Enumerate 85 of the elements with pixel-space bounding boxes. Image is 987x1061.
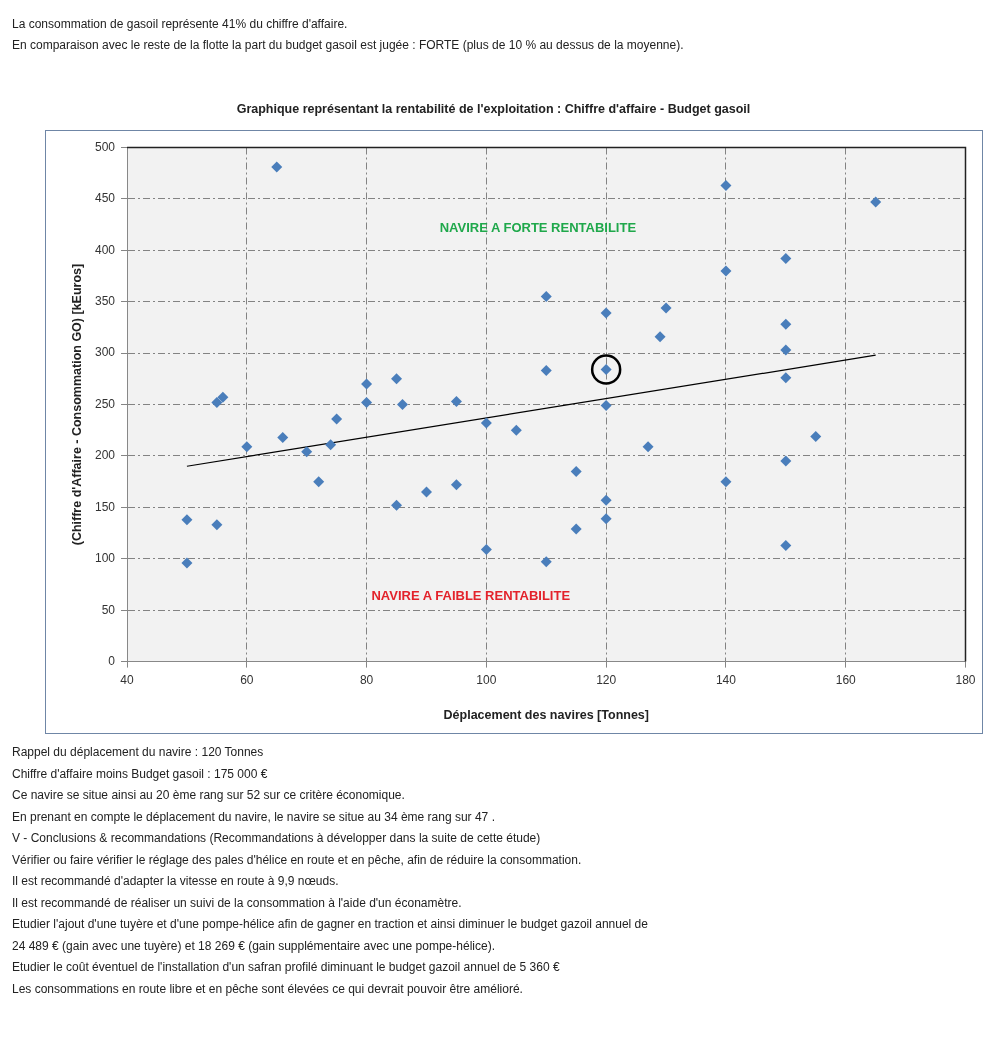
point xyxy=(780,455,792,467)
y-tick-label: 0 xyxy=(108,653,116,668)
point xyxy=(540,556,552,568)
point xyxy=(570,523,582,535)
y-tick-label: 150 xyxy=(94,499,116,514)
y-tick-label: 450 xyxy=(94,191,116,206)
x-tick-label: 40 xyxy=(120,673,135,688)
point xyxy=(654,331,666,343)
y-tick-label: 100 xyxy=(94,551,116,566)
point xyxy=(211,519,223,531)
point xyxy=(810,430,822,442)
point xyxy=(181,514,193,526)
point xyxy=(181,557,193,569)
point xyxy=(391,373,403,385)
point xyxy=(450,395,462,407)
point xyxy=(313,476,325,488)
chart-title: Graphique représentant la rentabilité de l'exploitation : Chiffre d'affaire - Budget gasoil xyxy=(235,102,752,116)
text: Ce navire se situe ainsi au 20 ème rang sur 52 sur ce critère économique. xyxy=(12,787,406,804)
point xyxy=(600,513,612,525)
point xyxy=(600,307,612,319)
y-tick-label: 400 xyxy=(94,242,116,257)
point xyxy=(720,180,732,192)
x-tick-label: 180 xyxy=(955,673,976,688)
point xyxy=(271,161,283,173)
x-tick-label: 120 xyxy=(596,673,617,688)
point xyxy=(870,196,882,208)
text: Les consommations en route libre et en pêche sont élevées ce qui devrait pouvoir être amélioré. xyxy=(12,980,524,998)
point xyxy=(480,417,492,429)
point xyxy=(211,396,223,408)
point xyxy=(331,413,343,425)
point xyxy=(780,372,792,384)
y-tick-label: 500 xyxy=(94,139,116,154)
x-tick-label: 80 xyxy=(359,673,374,688)
x-axis-title: Déplacement des navires [Tonnes] xyxy=(443,707,649,722)
point xyxy=(780,253,792,265)
x-tick-label: 100 xyxy=(476,673,497,688)
text: Vérifier ou faire vérifier le réglage des pales d'hélice en route et en pêche, afin de réduire la consommation. xyxy=(12,851,583,869)
text: 24 489 € (gain avec une tuyère) et 18 269 € (gain supplémentaire avec une pompe-hélice). xyxy=(12,937,496,955)
point xyxy=(397,399,409,411)
point xyxy=(642,441,654,453)
point xyxy=(780,318,792,330)
point xyxy=(301,446,313,458)
text: Il est recommandé d'adapter la vitesse en route à 9,9 nœuds. xyxy=(12,873,340,890)
x-tick-label: 60 xyxy=(240,673,254,688)
annotation: NAVIRE A FAIBLE RENTABILITE xyxy=(371,587,571,603)
text: Etudier le coût éventuel de l'installation d'un safran profilé diminuant le budget gazoil annuel de 5 360 € xyxy=(12,959,561,976)
point xyxy=(570,465,582,477)
text: Rappel du déplacement du navire : 120 Tonnes xyxy=(12,744,265,761)
text: Etudier l'ajout d'une tuyère et d'une pompe-hélice afin de gagner en traction et ainsi diminuer le budget gazoil annuel de xyxy=(12,916,649,933)
x-tick-label: 140 xyxy=(715,673,737,688)
point xyxy=(720,476,732,488)
text: La consommation de gasoil représente 41% du chiffre d'affaire. xyxy=(12,16,349,33)
point xyxy=(540,291,552,303)
y-tick-label: 200 xyxy=(94,448,116,463)
point xyxy=(325,439,337,451)
annotation: NAVIRE A FORTE RENTABILITE xyxy=(439,219,637,235)
text: Il est recommandé de réaliser un suivi de la consommation à l'aide d'un éconamètre. xyxy=(12,894,463,912)
y-axis-title: (Chiffre d'Affaire - Consommation GO) [kEuros] xyxy=(69,263,84,546)
point xyxy=(420,486,432,498)
text: V - Conclusions & recommandations (Recommandations à développer dans la suite de cette étude) xyxy=(12,830,542,847)
point xyxy=(391,499,403,511)
text: Chiffre d'affaire moins Budget gasoil : 175 000 € xyxy=(12,765,269,783)
point xyxy=(217,391,229,403)
text: En comparaison avec le reste de la flotte la part du budget gasoil est jugée : FORTE (plus de 10 % au dessus de la moyenne). xyxy=(12,37,685,54)
point xyxy=(510,424,522,436)
y-tick-label: 350 xyxy=(94,294,116,309)
y-tick-label: 50 xyxy=(101,602,116,617)
point xyxy=(540,365,552,377)
point xyxy=(590,354,622,385)
point xyxy=(361,396,373,408)
point xyxy=(277,431,289,443)
x-tick-label: 160 xyxy=(835,673,857,688)
point xyxy=(361,378,373,390)
point xyxy=(480,544,492,556)
point xyxy=(780,539,792,551)
point xyxy=(600,400,612,412)
y-tick-label: 300 xyxy=(94,345,116,360)
point xyxy=(600,494,612,506)
point xyxy=(241,441,253,453)
text: En prenant en compte le déplacement du navire, le navire se situe au 34 ème rang sur 47 . xyxy=(12,808,496,826)
point xyxy=(720,265,732,277)
point xyxy=(450,479,462,491)
point xyxy=(660,302,672,314)
point xyxy=(780,344,792,356)
y-tick-label: 250 xyxy=(94,396,116,411)
